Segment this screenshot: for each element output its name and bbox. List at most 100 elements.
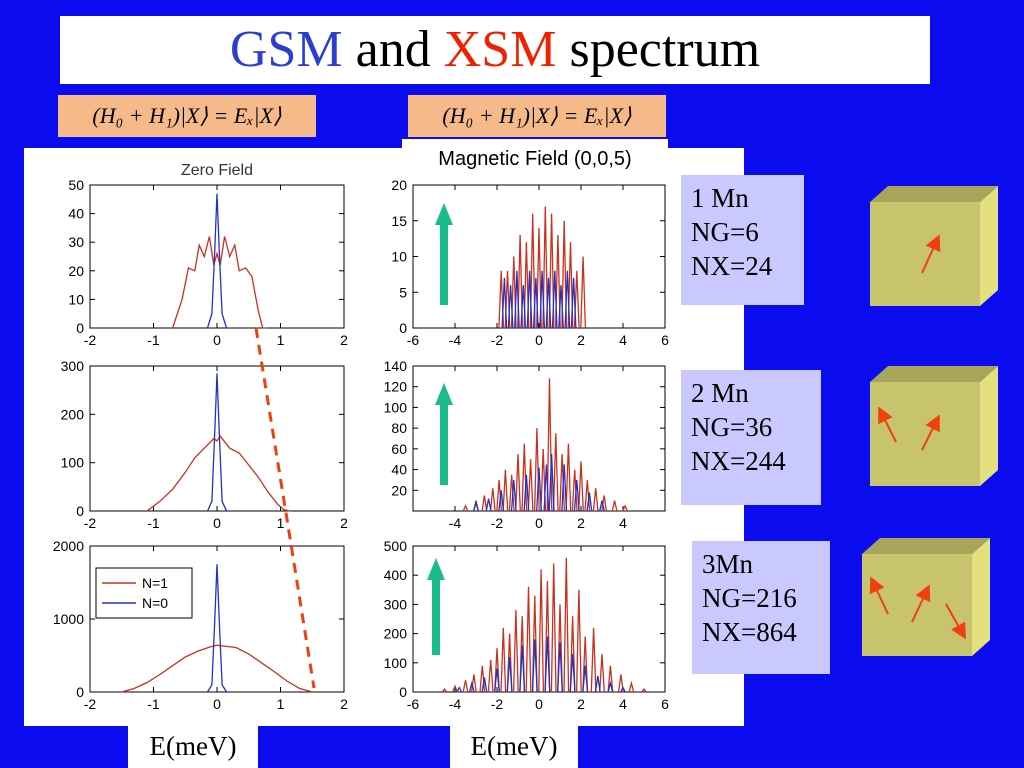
series-line-n0 (206, 564, 228, 693)
cube-1mn (870, 186, 998, 306)
y-tick-label: 100 (384, 655, 408, 671)
series-line-n0 (501, 270, 577, 329)
cube-2mn (870, 366, 998, 486)
y-tick-label: 50 (68, 177, 84, 193)
x-tick-label: -1 (147, 515, 160, 531)
x-tick-label: 0 (213, 332, 221, 348)
spin-arrow-icon (921, 414, 940, 451)
x-tick-label: 1 (277, 515, 285, 531)
spin-arrow-icon (878, 406, 897, 443)
y-tick-label: 100 (61, 455, 85, 471)
x-tick-label: 4 (619, 696, 627, 712)
plot-frame (412, 184, 666, 329)
spin-arrow-icon (911, 584, 931, 623)
x-tick-label: 2 (577, 696, 585, 712)
slide-title: GSM and XSM spectrum (60, 16, 930, 84)
y-tick-label: 0 (399, 684, 407, 700)
y-tick-label: 40 (68, 206, 84, 222)
x-tick-label: 0 (535, 696, 543, 712)
x-tick-label: -2 (84, 696, 97, 712)
y-tick-label: 140 (384, 358, 408, 374)
info-line: NX=864 (702, 617, 797, 647)
series-line-n1 (121, 644, 313, 693)
info-line: 1 Mn (691, 183, 749, 213)
legend-label: N=1 (142, 575, 168, 591)
info-box-3mn: 3Mn NG=216 NX=864 (692, 541, 830, 674)
title-spectrum: spectrum (556, 21, 761, 78)
x-tick-label: -6 (407, 332, 420, 348)
green-arrow-icon (435, 203, 453, 305)
info-line: NG=216 (702, 583, 797, 613)
y-tick-label: 300 (61, 358, 85, 374)
chart-3: -2 -1 0 1 2 0 1000 2000 N=1 N=0 (53, 538, 348, 712)
y-tick-label: 0 (76, 684, 84, 700)
y-tick-label: 20 (391, 482, 407, 498)
info-line: NX=24 (691, 251, 773, 281)
y-tick-label: 2000 (53, 538, 84, 554)
chart-panel: Zero Field -2 -1 0 1 2 0 10 20 30 40 50 -2 -1 0 1 2 0 100 2… (24, 148, 744, 726)
x-tick-label: -4 (449, 696, 462, 712)
x-tick-label: -4 (449, 332, 462, 348)
y-tick-label: 40 (391, 462, 407, 478)
series-line-n1 (441, 557, 647, 693)
series-line-n0 (206, 373, 228, 512)
x-tick-label: 4 (619, 515, 627, 531)
x-tick-label: 4 (619, 332, 627, 348)
legend-label: N=0 (142, 595, 168, 611)
x-tick-label: 0 (213, 696, 221, 712)
x-tick-label: -2 (491, 515, 504, 531)
cube-3mn (862, 538, 990, 656)
x-tick-label: -1 (147, 332, 160, 348)
x-tick-label: 1 (277, 332, 285, 348)
xlabel-left: E(meV) (128, 726, 258, 768)
y-tick-label: 5 (399, 284, 407, 300)
x-tick-label: 6 (661, 696, 669, 712)
chart-2: -2 -1 0 1 2 0 100 200 300 (61, 358, 348, 531)
info-line: NG=6 (691, 217, 759, 247)
x-tick-label: 2 (577, 332, 585, 348)
y-tick-label: 80 (391, 420, 407, 436)
y-tick-label: 20 (391, 177, 407, 193)
chart-4: -6 -4 -2 0 2 4 6 0 5 10 15 20 (391, 177, 669, 348)
equation-left: (H₀ + H₁)|X⟩ = Eₓ|X⟩ (58, 95, 316, 137)
x-tick-label: 2 (577, 515, 585, 531)
y-tick-label: 200 (384, 626, 408, 642)
green-arrow-icon (427, 558, 445, 655)
series-line-n0 (206, 193, 228, 329)
y-tick-label: 0 (76, 503, 84, 519)
series-line-n1 (462, 378, 628, 512)
y-tick-label: 100 (384, 399, 408, 415)
xlabel-right: E(meV) (450, 726, 578, 768)
x-tick-label: 0 (213, 515, 221, 531)
x-tick-label: -2 (491, 332, 504, 348)
y-tick-label: 15 (391, 213, 407, 229)
x-tick-label: 1 (277, 696, 285, 712)
title-xsm: XSM (443, 21, 557, 78)
chart-6: -6 -4 -2 0 2 4 6 0 100 200 300 400 500 (384, 538, 669, 712)
x-tick-label: 2 (340, 332, 348, 348)
x-tick-label: -2 (84, 332, 97, 348)
x-tick-label: 0 (535, 332, 543, 348)
info-line: 2 Mn (691, 378, 749, 408)
info-line: NX=244 (691, 446, 786, 476)
y-tick-label: 1000 (53, 611, 84, 627)
equation-right: (H₀ + H₁)|X⟩ = Eₓ|X⟩ (408, 95, 666, 137)
info-box-2mn: 2 Mn NG=36 NX=244 (681, 370, 821, 505)
y-tick-label: 10 (391, 249, 407, 265)
x-tick-label: -1 (147, 696, 160, 712)
y-tick-label: 500 (384, 538, 408, 554)
x-tick-label: -2 (84, 515, 97, 531)
series-line-n1 (146, 434, 291, 512)
y-tick-label: 30 (68, 234, 84, 250)
spin-arrow-icon (921, 234, 941, 274)
series-line-n0 (473, 453, 605, 512)
spin-arrow-icon (945, 603, 966, 640)
magnetic-field-label: Magnetic Field (0,0,5) (402, 139, 668, 179)
y-tick-label: 0 (399, 320, 407, 336)
y-tick-label: 10 (68, 291, 84, 307)
legend-box (95, 567, 193, 619)
title-gsm: GSM (229, 21, 343, 78)
y-tick-label: 300 (384, 596, 408, 612)
x-tick-label: 2 (340, 515, 348, 531)
